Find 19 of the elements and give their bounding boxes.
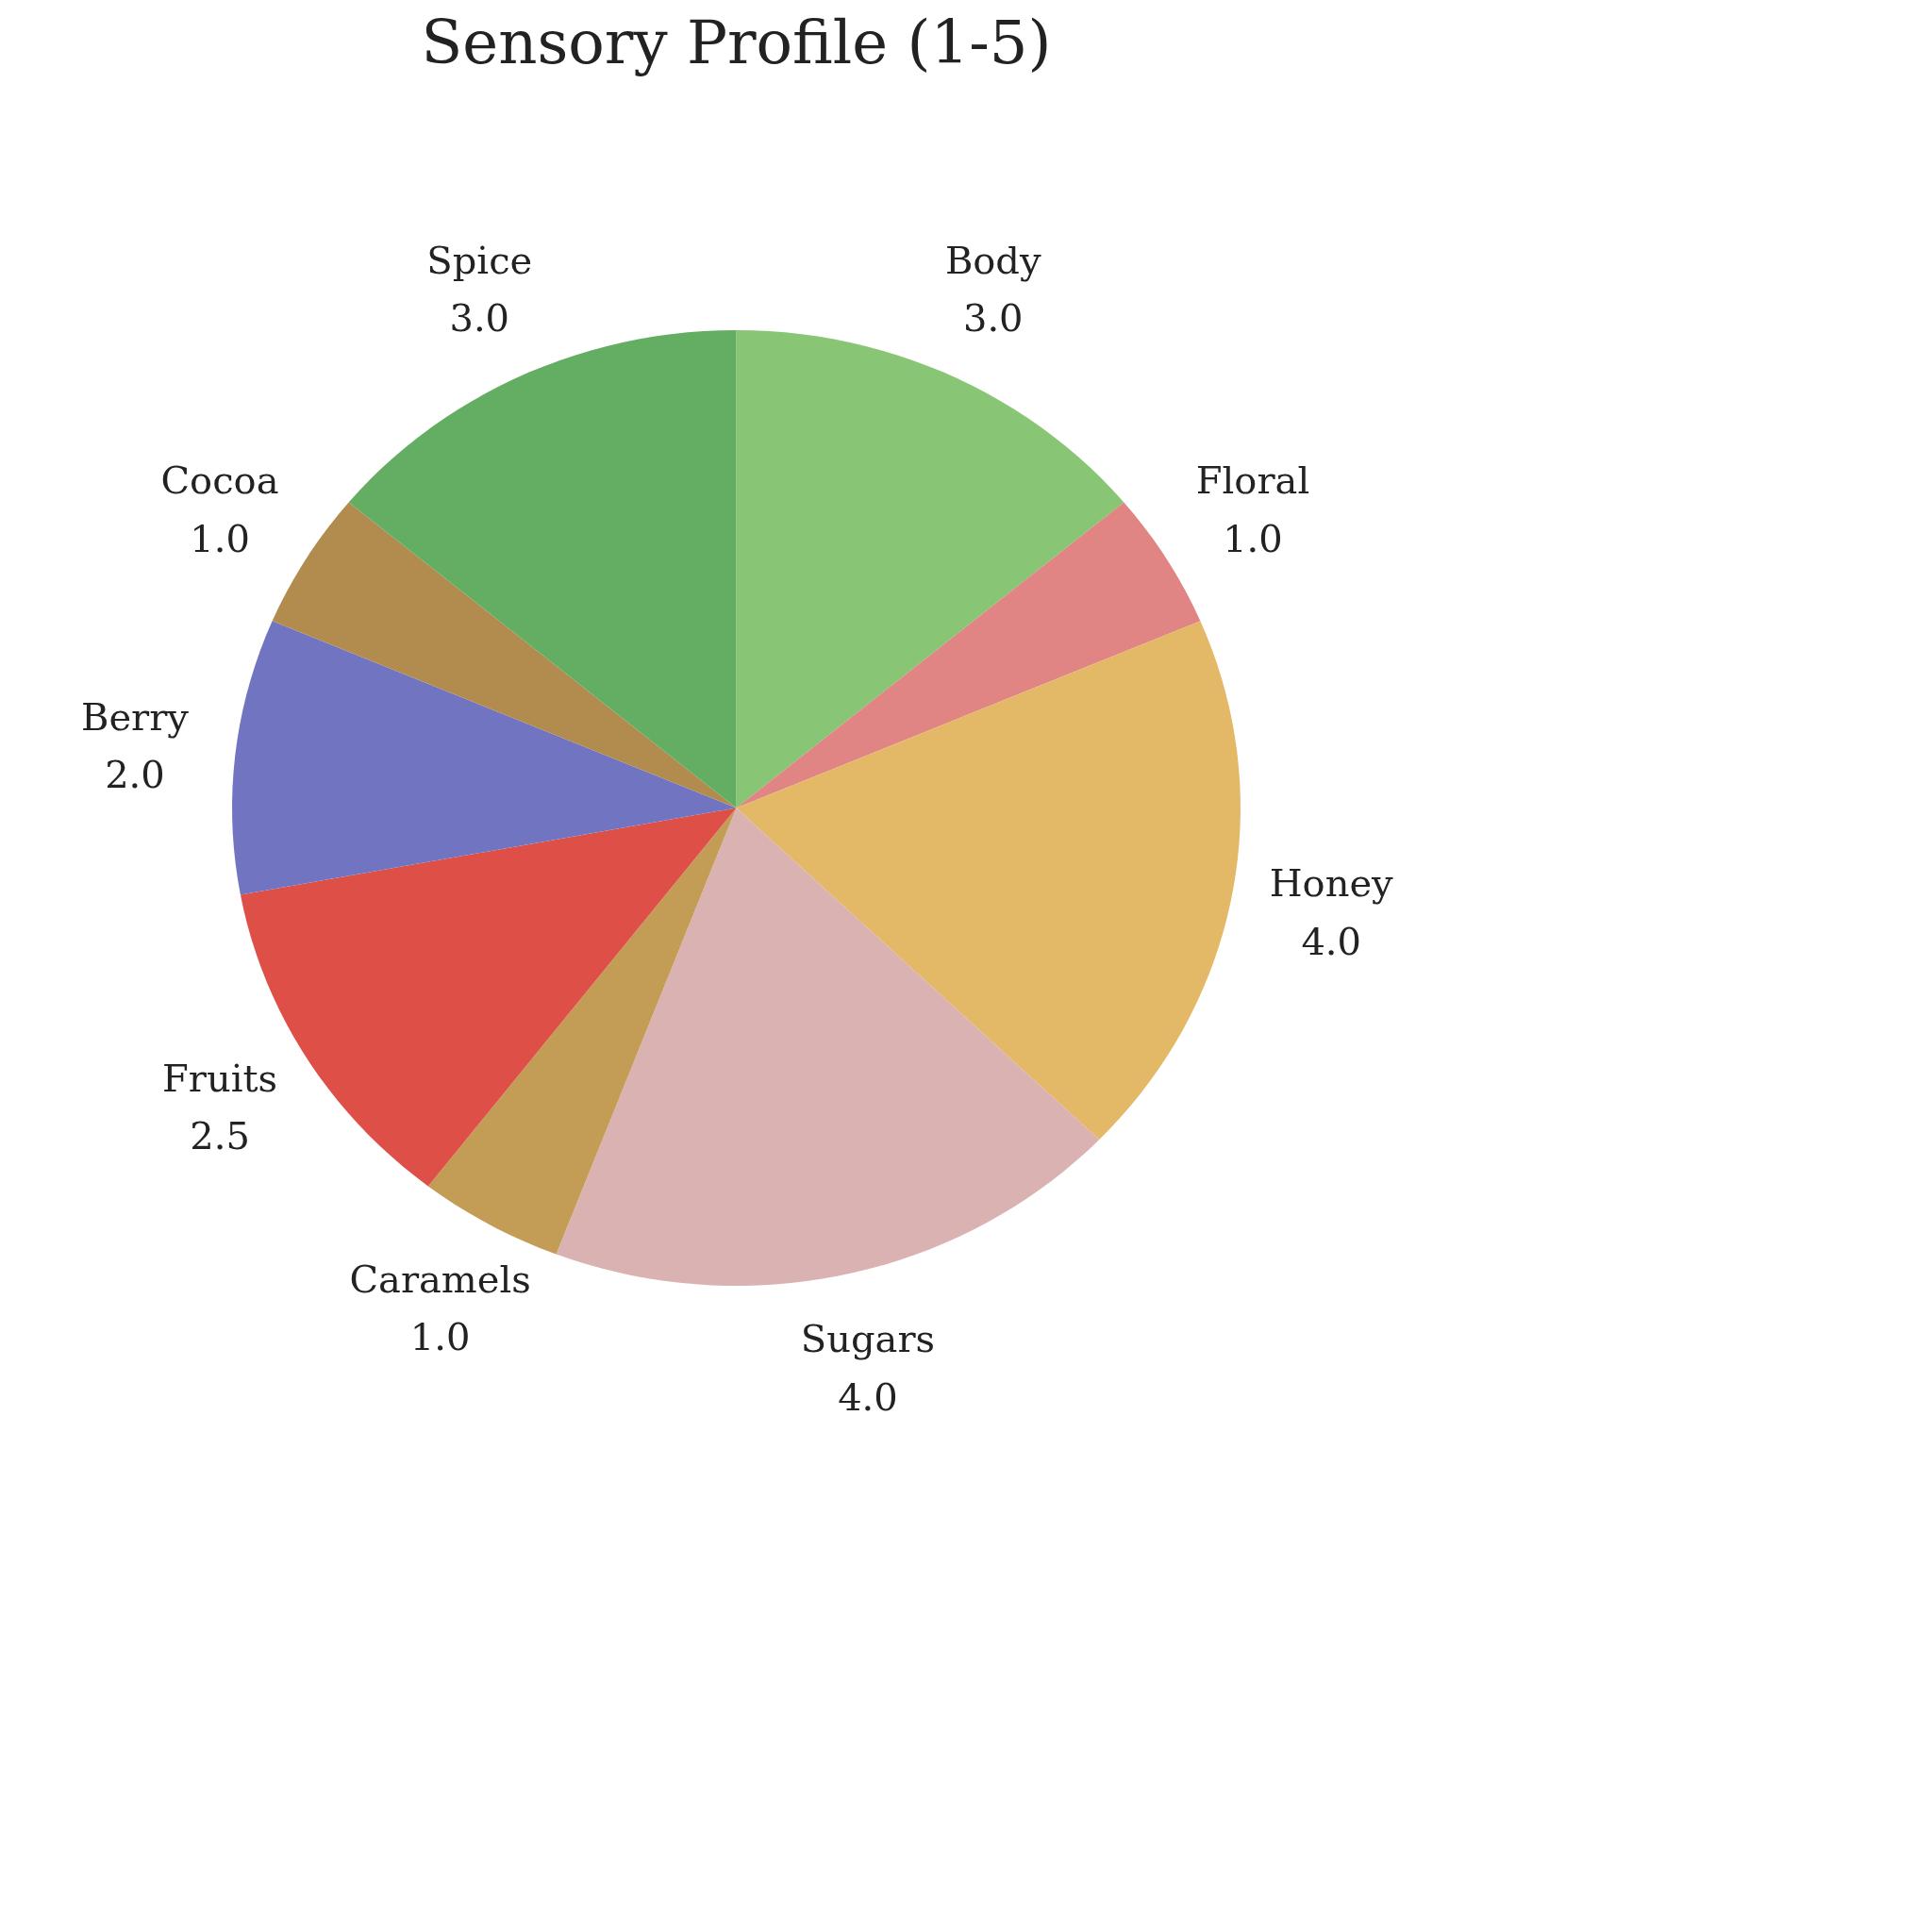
- data-label: 4.0: [1301, 919, 1362, 963]
- slice-label: Fruits: [162, 1056, 278, 1100]
- slice-label: Spice: [426, 238, 533, 282]
- data-label: 4.0: [838, 1374, 898, 1419]
- data-label: 1.0: [1223, 516, 1283, 560]
- data-label: 1.0: [190, 516, 250, 560]
- data-label: 1.0: [409, 1315, 471, 1359]
- slice-label: Floral: [1195, 458, 1310, 503]
- slice-label: Cocoa: [160, 458, 279, 503]
- slice-label: Sugars: [800, 1317, 936, 1361]
- slice-label: Berry: [81, 694, 190, 739]
- data-label: 3.0: [449, 295, 510, 340]
- chart-title: Sensory Profile (1-5): [421, 7, 1052, 77]
- data-label: 2.5: [190, 1114, 250, 1158]
- slice-label: Caramels: [349, 1257, 531, 1302]
- slice-label: Honey: [1269, 861, 1394, 906]
- data-label: 2.0: [105, 752, 165, 796]
- slice-label: Body: [944, 238, 1041, 282]
- data-label: 3.0: [962, 295, 1024, 340]
